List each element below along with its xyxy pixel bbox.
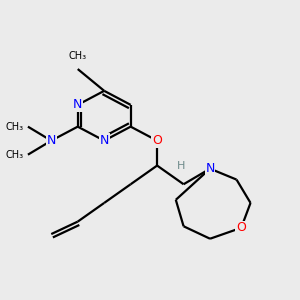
Text: O: O <box>152 134 162 147</box>
Text: CH₃: CH₃ <box>69 51 87 61</box>
Text: N: N <box>46 134 56 147</box>
Text: O: O <box>236 221 246 234</box>
Text: CH₃: CH₃ <box>5 150 23 160</box>
Text: CH₃: CH₃ <box>5 122 23 132</box>
Text: N: N <box>100 134 109 147</box>
Text: N: N <box>206 162 215 175</box>
Text: H: H <box>177 160 186 171</box>
Text: N: N <box>73 98 82 111</box>
